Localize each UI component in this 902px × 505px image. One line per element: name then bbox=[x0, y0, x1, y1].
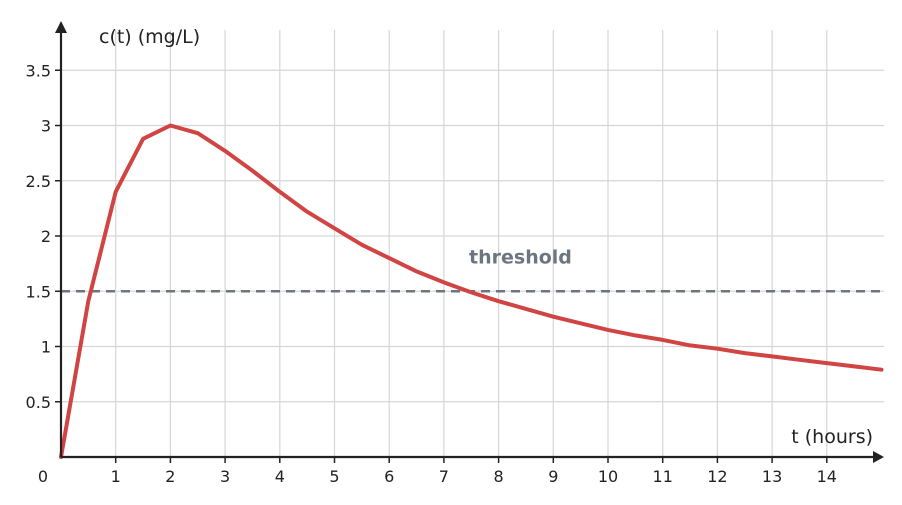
y-axis-arrow bbox=[55, 21, 67, 33]
y-tick-label: 2.5 bbox=[26, 172, 51, 191]
tick-labels: 0 1 2 3 4 5 6 7 8 9 10 11 12 13 140.511.522.533.5 bbox=[26, 61, 837, 486]
x-tick-label: 9 bbox=[548, 467, 558, 486]
x-tick-label: 7 bbox=[439, 467, 449, 486]
y-tick-label: 3 bbox=[41, 117, 51, 136]
x-tick-label: 13 bbox=[762, 467, 782, 486]
x-tick-label: 3 bbox=[220, 467, 230, 486]
x-tick-label: 14 bbox=[817, 467, 837, 486]
y-tick-label: 1 bbox=[41, 338, 51, 357]
x-tick-label: 2 bbox=[165, 467, 175, 486]
x-tick-label: 6 bbox=[384, 467, 394, 486]
x-tick-label: 10 bbox=[598, 467, 618, 486]
y-tick-label: 3.5 bbox=[26, 61, 51, 80]
x-tick-label: 4 bbox=[275, 467, 285, 486]
axes bbox=[55, 21, 884, 463]
threshold-label: threshold bbox=[469, 246, 572, 268]
y-tick-label: 2 bbox=[41, 227, 51, 246]
grid bbox=[61, 30, 884, 457]
x-axis-arrow bbox=[873, 451, 884, 463]
y-axis-label: c(t) (mg/L) bbox=[99, 26, 200, 48]
x-axis-label: t (hours) bbox=[791, 426, 873, 448]
x-tick-label: 0 bbox=[38, 467, 48, 486]
series-group bbox=[59, 123, 884, 459]
y-tick-label: 0.5 bbox=[26, 393, 51, 412]
series-line bbox=[59, 123, 884, 459]
y-tick-label: 1.5 bbox=[26, 282, 51, 301]
x-tick-label: 12 bbox=[707, 467, 727, 486]
x-tick-label: 8 bbox=[494, 467, 504, 486]
x-tick-label: 5 bbox=[329, 467, 339, 486]
x-tick-label: 1 bbox=[111, 467, 121, 486]
x-tick-label: 11 bbox=[653, 467, 673, 486]
